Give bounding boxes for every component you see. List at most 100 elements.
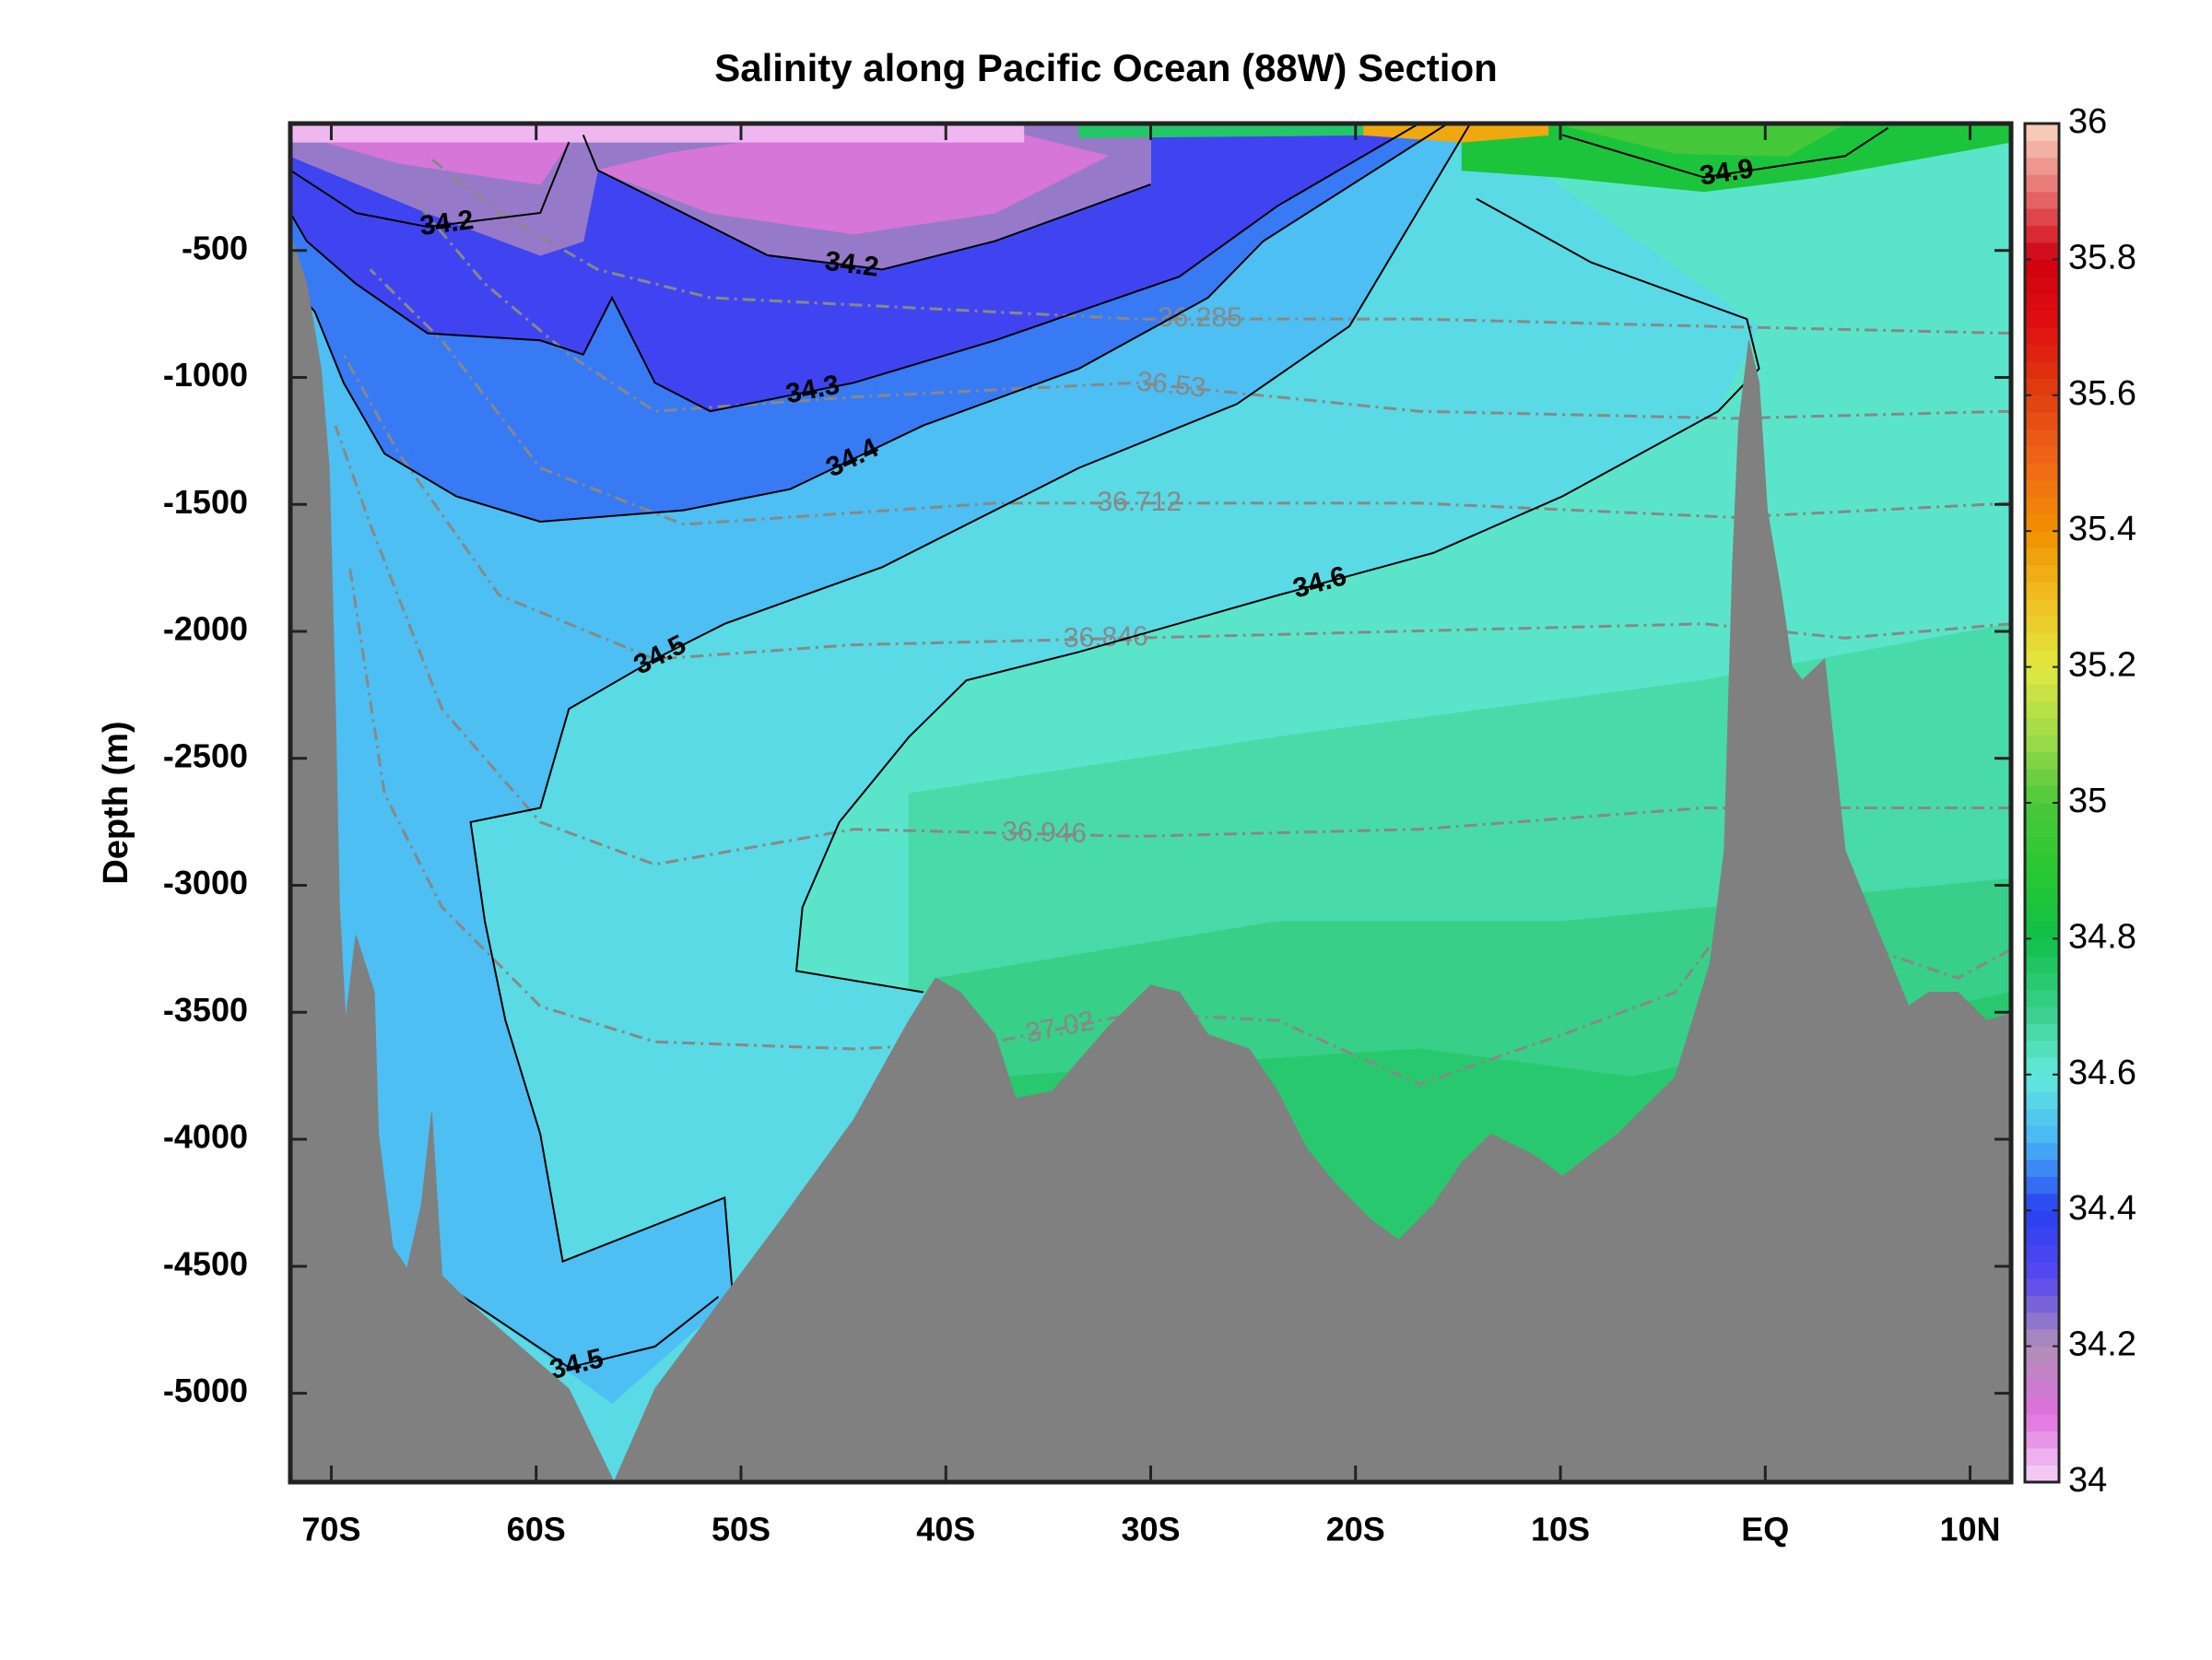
colorbar-cell [2025, 1193, 2059, 1211]
colorbar-cell [2025, 1159, 2059, 1177]
isopycnal [342, 353, 2011, 661]
colorbar-cell [2025, 1210, 2059, 1229]
colorbar-cell [2025, 191, 2059, 209]
x-tick-label: 60S [507, 1511, 566, 1548]
colorbar-cell [2025, 1007, 2059, 1025]
contour-line [441, 1281, 720, 1369]
colorbar-cell [2025, 293, 2059, 312]
colorbar-tick-label: 35.6 [2068, 374, 2136, 413]
colorbar-cell [2025, 259, 2059, 277]
bathymetry [290, 233, 2011, 1482]
colorbar-cell [2025, 124, 2059, 141]
x-tick-label: 40S [916, 1511, 975, 1548]
colorbar-cell [2025, 1430, 2059, 1449]
contour-line [794, 197, 1760, 994]
colorbar-cell [2025, 1414, 2059, 1432]
colorbar-tick-label: 34.6 [2068, 1054, 2136, 1092]
y-axis-label: Depth (m) [97, 721, 135, 884]
isopycnal-label: 36.846 [1063, 621, 1148, 653]
colorbar-cell [2025, 565, 2059, 583]
colorbar-cell [2025, 700, 2059, 719]
isopycnal [426, 155, 2011, 336]
x-tick-label: 10S [1531, 1511, 1590, 1548]
colorbar-cell [2025, 632, 2059, 651]
colorbar-cell [2025, 513, 2059, 532]
colorbar-cell [2025, 1057, 2059, 1076]
colorbar-cell [2025, 938, 2059, 957]
colorbar-tick-label: 35.2 [2068, 646, 2136, 685]
colorbar-cell [2025, 616, 2059, 634]
contour-line-label: 34.2 [823, 246, 880, 283]
colorbar-cell [2025, 241, 2059, 260]
x-tick-label: 70S [301, 1511, 360, 1548]
colorbar-cell [2025, 463, 2059, 481]
colorbar-cell [2025, 735, 2059, 753]
colorbar-cell [2025, 598, 2059, 617]
colorbar-cell [2025, 208, 2059, 227]
colorbar-cell [2025, 497, 2059, 515]
isopycnal-label: 36.712 [1097, 487, 1182, 517]
colorbar-cell [2025, 717, 2059, 736]
colorbar-cell [2025, 819, 2059, 838]
colorbar-cell [2025, 1346, 2059, 1364]
colorbar-cell [2025, 904, 2059, 923]
colorbar-cell [2025, 751, 2059, 770]
colorbar-cell [2025, 1176, 2059, 1195]
y-tick-label: -500 [182, 229, 248, 266]
colorbar-cell [2025, 888, 2059, 906]
colorbar-tick-label: 35.4 [2068, 510, 2136, 548]
plot-area: 36.28536.5336.71236.84636.94637.0234.234… [290, 124, 2011, 1482]
colorbar-cell [2025, 360, 2059, 379]
colorbar-cell [2025, 1108, 2059, 1126]
y-tick-label: -4000 [163, 1118, 248, 1156]
contour-line [290, 141, 571, 229]
colorbar-cell [2025, 157, 2059, 175]
x-tick-label: 20S [1326, 1511, 1385, 1548]
colorbar-cell [2025, 666, 2059, 685]
contour-line [469, 124, 1472, 1297]
colorbar-cell [2025, 1380, 2059, 1398]
colorbar-cell [2025, 650, 2059, 668]
colorbar-cell [2025, 479, 2059, 498]
colorbar-cell [2025, 1329, 2059, 1348]
colorbar-cell [2025, 1465, 2059, 1483]
colorbar-cell [2025, 769, 2059, 787]
y-tick-label: -2000 [163, 610, 248, 648]
colorbar-tick-label: 35 [2068, 782, 2107, 820]
salinity-region [290, 124, 1025, 143]
colorbar-cell [2025, 276, 2059, 294]
colorbar-cell [2025, 972, 2059, 991]
x-tick-label: 10N [1940, 1511, 2001, 1548]
x-tick-label: 50S [712, 1511, 771, 1548]
colorbar-cell [2025, 1448, 2059, 1466]
colorbar-cell [2025, 174, 2059, 193]
axes: 70S 60S 50S 40S 30S 20S 10S EQ 10N -5000 -4500 -400… [163, 102, 2136, 1548]
colorbar-cell [2025, 1142, 2059, 1160]
isopycnal-label: 36.946 [1002, 817, 1088, 849]
colorbar-cell [2025, 547, 2059, 566]
colorbar-cell [2025, 412, 2059, 430]
isopycnal [348, 567, 2011, 1086]
colorbar-cell [2025, 327, 2059, 346]
colorbar-cell [2025, 1261, 2059, 1279]
colorbar-tick-label: 34.2 [2068, 1325, 2136, 1364]
colorbar-cell [2025, 803, 2059, 820]
colorbar-cell [2025, 870, 2059, 889]
y-tick-label: -3000 [163, 864, 248, 901]
colorbar-tick-label: 35.8 [2068, 238, 2136, 277]
colorbar-cell [2025, 225, 2059, 243]
y-tick-label: -5000 [163, 1372, 248, 1409]
colorbar-cell [2025, 1312, 2059, 1330]
salinity-region [595, 127, 1110, 235]
colorbar-cell [2025, 836, 2059, 854]
colorbar-cell [2025, 1074, 2059, 1092]
colorbar-cell [2025, 1125, 2059, 1143]
colorbar-cell [2025, 531, 2059, 549]
colorbar-cell [2025, 785, 2059, 804]
colorbar-cell [2025, 394, 2059, 413]
colorbar-cell [2025, 1396, 2059, 1415]
y-tick-label: -1500 [163, 483, 248, 521]
colorbar-cell [2025, 989, 2059, 1007]
y-tick-label: -3500 [163, 991, 248, 1029]
